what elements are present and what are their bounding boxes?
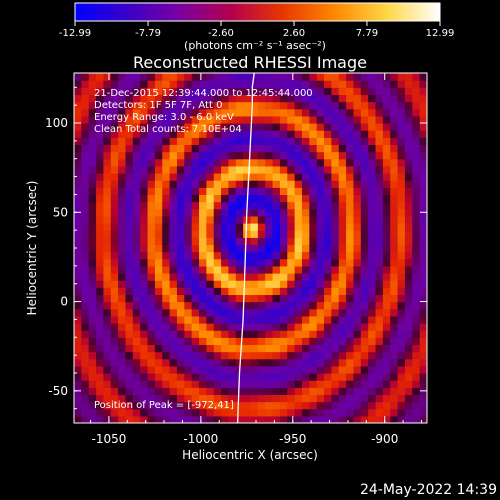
annotation-line: Detectors: 1F 5F 7F, Att 0 (94, 100, 222, 111)
x-tick-label: -900 (371, 432, 398, 446)
colorbar-tick-label: 7.79 (356, 28, 378, 39)
y-axis-ticks: -50 0 50 100 (45, 86, 427, 410)
solar-limb-curve (236, 73, 255, 423)
annotation-line: Clean Total counts: 7.10E+04 (94, 124, 242, 135)
colorbar-tick-label: -12.99 (59, 28, 91, 39)
colorbar (74, 2, 441, 22)
annotation-block: 21-Dec-2015 12:39:44.000 to 12:45:44.000… (94, 88, 313, 135)
y-tick-label: 50 (53, 205, 68, 219)
chart-title: Reconstructed RHESSI Image (133, 53, 367, 72)
y-axis-label: Heliocentric Y (arcsec) (25, 181, 39, 316)
colorbar-units: (photons cm⁻² s⁻¹ asec⁻²) (184, 39, 326, 52)
x-tick-label: -950 (279, 432, 306, 446)
annotation-line: 21-Dec-2015 12:39:44.000 to 12:45:44.000 (94, 88, 313, 99)
colorbar-tick-label: -2.60 (208, 28, 234, 39)
colorbar-tick-label: -7.79 (135, 28, 161, 39)
annotation-line: Energy Range: 3.0 - 6.0 keV (94, 112, 234, 123)
colorbar-ticks: -12.99 -7.79 -2.60 2.60 7.79 12.99 (59, 21, 454, 39)
y-tick-label: 0 (60, 295, 68, 309)
footer-timestamp: 24-May-2022 14:39 (360, 482, 497, 498)
heatmap-image (74, 73, 427, 423)
y-tick-label: 100 (45, 116, 68, 130)
peak-position-label: Position of Peak = [-972,41] (94, 400, 234, 411)
colorbar-tick-label: 2.60 (283, 28, 305, 39)
colorbar-tick-label: 12.99 (426, 28, 455, 39)
x-tick-label: -1050 (91, 432, 126, 446)
y-tick-label: -50 (48, 384, 68, 398)
x-tick-label: -1000 (183, 432, 218, 446)
x-axis-ticks: -1050 -1000 -950 -900 (90, 73, 422, 446)
x-axis-label: Heliocentric X (arcsec) (182, 448, 318, 462)
